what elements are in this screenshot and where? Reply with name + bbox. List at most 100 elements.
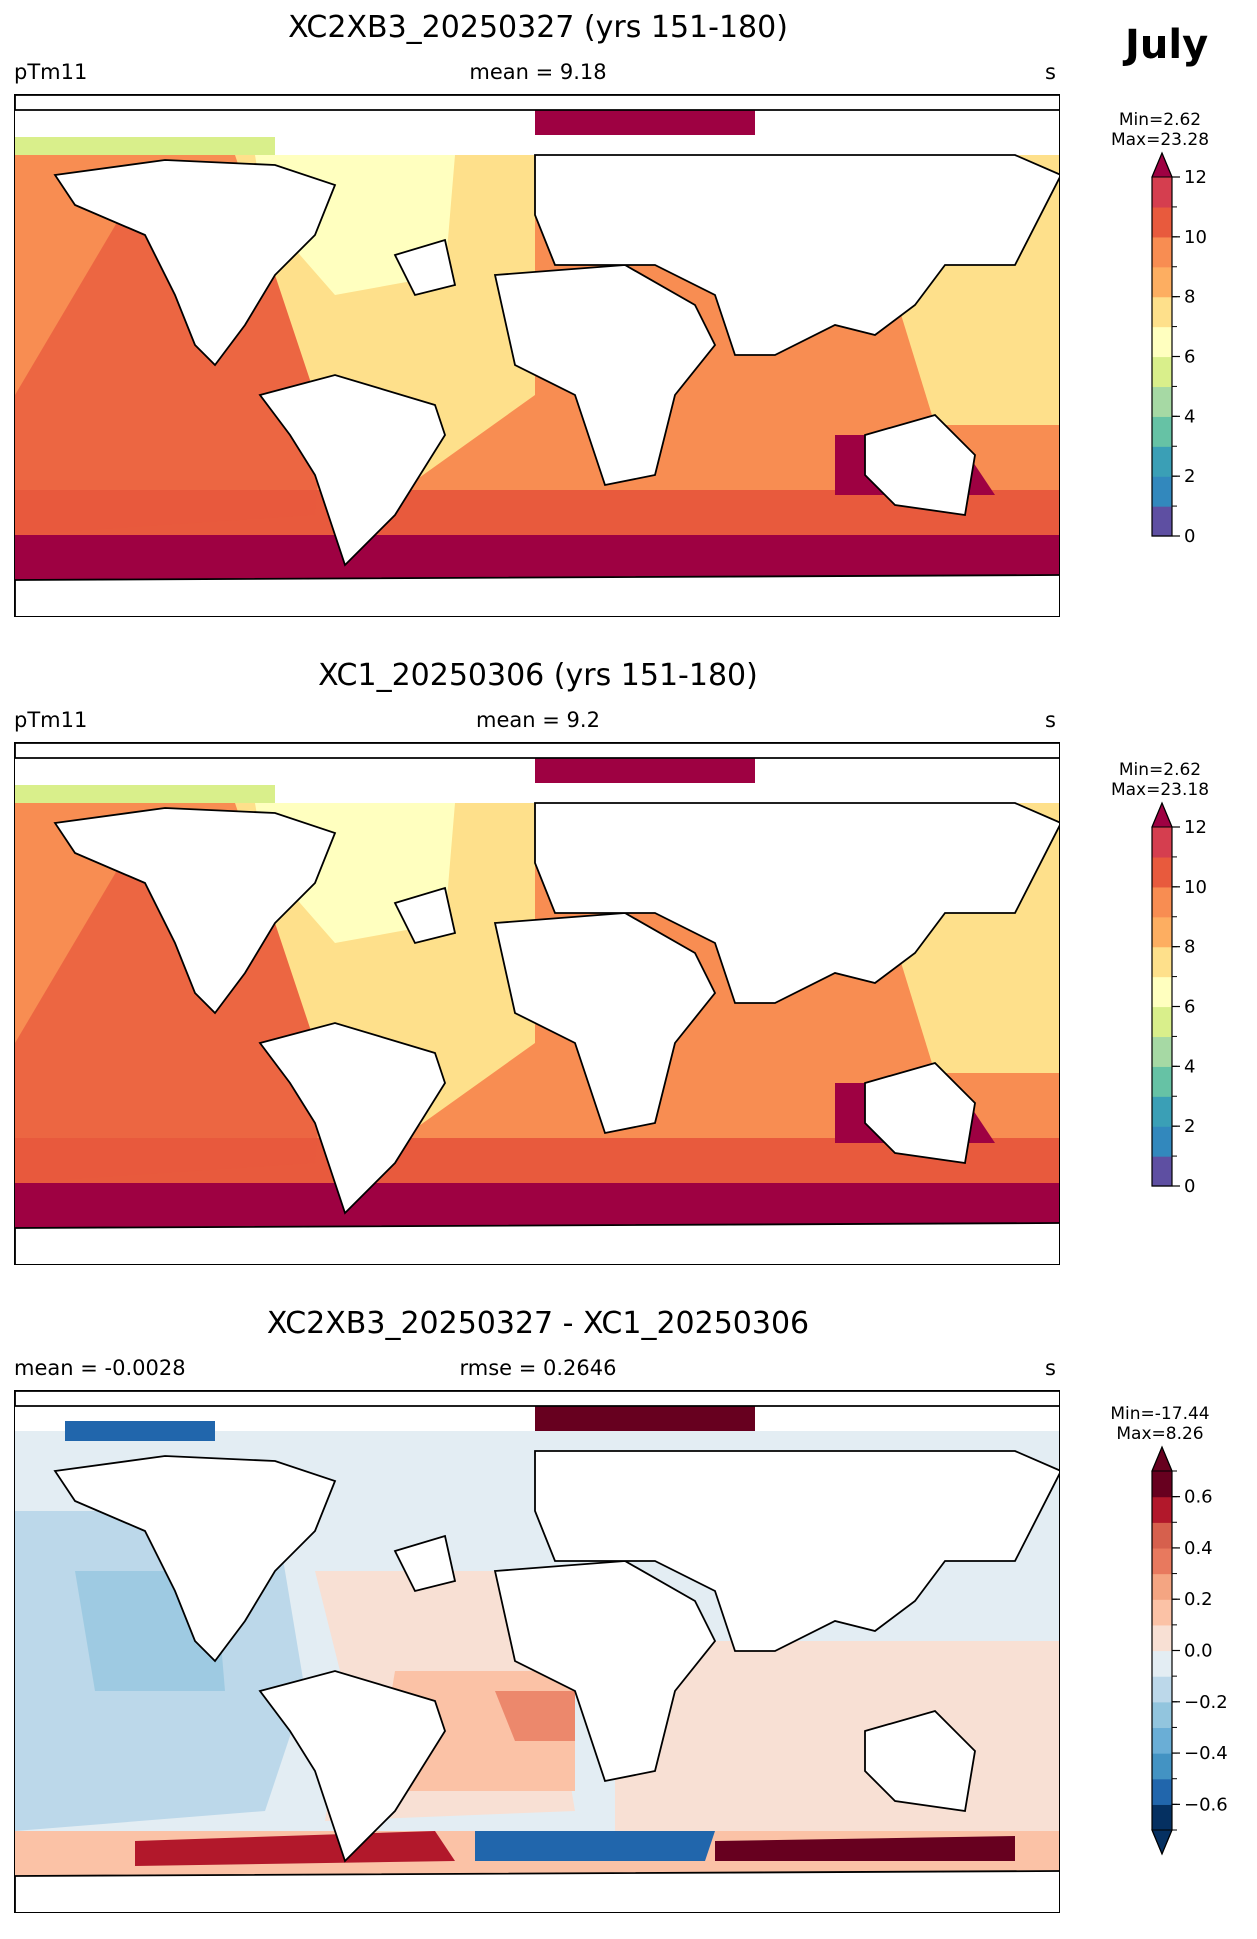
colorbar-segment — [1152, 1036, 1172, 1067]
north-america-land — [53, 159, 337, 367]
colorbar-tick-label: −0.6 — [1184, 1794, 1228, 1815]
colorbar-segment — [1152, 1096, 1172, 1127]
north-america-land — [53, 807, 337, 1015]
colorbar-tick-label: 4 — [1184, 1056, 1195, 1077]
panel-3-rmse-label: rmse = 0.2646 — [459, 1356, 617, 1380]
arctic-land — [15, 1391, 1059, 1407]
colorbar-tick-label: 8 — [1184, 937, 1195, 958]
colorbar-tick-label: 10 — [1184, 227, 1207, 248]
colorbar-segment — [1152, 1778, 1172, 1805]
colorbar-segment — [1152, 1650, 1172, 1677]
colorbar-segment — [1152, 1599, 1172, 1626]
colorbar-tick-label: 6 — [1184, 347, 1195, 368]
colorbar-segment — [1152, 946, 1172, 978]
colorbar-segment — [1152, 476, 1172, 507]
panel-1-map — [14, 94, 1060, 617]
colorbar-tick-label: 12 — [1184, 167, 1207, 188]
colorbar-tick-label: 4 — [1184, 406, 1195, 427]
southern-strong-negative — [475, 1831, 715, 1861]
angola-basin-positive — [495, 1691, 575, 1741]
barents-high — [535, 110, 755, 135]
south-america-land — [258, 374, 446, 567]
southern-ocean-band — [15, 535, 1059, 580]
colorbar-segment — [1152, 976, 1172, 1008]
greenland-land — [393, 886, 457, 945]
colorbar-segment — [1152, 356, 1172, 388]
colorbar-segment — [1152, 1573, 1172, 1600]
panel-3-title: XC2XB3_20250327 - XC1_20250306 — [266, 1306, 810, 1341]
colorbar-segment — [1152, 1804, 1172, 1831]
australia-land — [864, 1709, 976, 1813]
colorbar-segment — [1152, 1727, 1172, 1754]
colorbar-extend-min — [1151, 1829, 1173, 1856]
panel-1-title: XC2XB3_20250327 (yrs 151-180) — [288, 10, 788, 45]
colorbar-segment — [1152, 206, 1172, 238]
colorbar-segment — [1152, 177, 1172, 208]
colorbar-segment — [1152, 856, 1172, 888]
arctic-strong-negative — [65, 1421, 215, 1441]
colorbar-extend-max — [1151, 151, 1173, 178]
colorbar-tick-label: 0.2 — [1184, 1589, 1213, 1610]
colorbar-tick-label: −0.2 — [1184, 1692, 1228, 1713]
antarctica-land — [15, 1222, 1059, 1264]
eurasia-land — [534, 154, 1059, 356]
arctic-low-band — [15, 785, 275, 803]
colorbar-tick-label: 12 — [1184, 817, 1207, 838]
colorbar-segment — [1152, 266, 1172, 298]
land-masses — [15, 743, 1059, 1264]
colorbar-tick-label: 0 — [1184, 1176, 1195, 1197]
australia-land — [864, 1061, 976, 1165]
panel-1-colorbar-max: Max=23.28 — [1110, 130, 1210, 150]
colorbar-tick-label: −0.4 — [1184, 1743, 1228, 1764]
panel-1-units-label: s — [1045, 60, 1056, 84]
colorbar-segment — [1152, 326, 1172, 358]
colorbar-segment — [1152, 386, 1172, 417]
south-america-land — [258, 1022, 446, 1215]
colorbar-segment — [1152, 1522, 1172, 1549]
africa-land — [493, 1560, 717, 1783]
antarctica-land — [15, 1870, 1059, 1912]
panel-2-mean-label: mean = 9.2 — [476, 708, 600, 732]
colorbar-tick-label: 0 — [1184, 526, 1195, 547]
colorbar-segment — [1152, 1676, 1172, 1703]
colorbar-segment — [1152, 1066, 1172, 1097]
barents-extreme-positive — [535, 1401, 755, 1431]
colorbar-segment — [1152, 1471, 1172, 1498]
colorbar-tick-label: 6 — [1184, 997, 1195, 1018]
panel-1-colorbar: 0 2 4 6 8 10 12 — [1151, 151, 1207, 547]
colorbar-tick-label: 10 — [1184, 877, 1207, 898]
panel-2-colorbar-min: Min=2.62 — [1118, 760, 1202, 780]
panel-3-colorbar: 0.6 0.4 0.2 0.0 −0.2 −0.4 −0.6 — [1151, 1445, 1228, 1856]
north-america-land — [53, 1455, 337, 1663]
colorbar-segment — [1152, 1624, 1172, 1652]
colorbar-segment — [1152, 416, 1172, 447]
land-masses — [15, 95, 1059, 616]
colorbar-segment — [1152, 1006, 1172, 1038]
panel-2-colorbar-max: Max=23.18 — [1110, 780, 1210, 800]
panel-1-colorbar-min: Min=2.62 — [1118, 110, 1202, 130]
colorbar-tick-label: 0.6 — [1184, 1487, 1213, 1508]
africa-land — [493, 912, 717, 1135]
panel-3-mean-label: mean = -0.0028 — [14, 1356, 186, 1380]
land-masses — [15, 1391, 1059, 1912]
australia-land — [864, 413, 976, 517]
eurasia-land — [534, 802, 1059, 1004]
panel-3-colorbar-min: Min=-17.44 — [1110, 1404, 1210, 1424]
colorbar-segment — [1152, 506, 1172, 537]
colorbar-segment — [1152, 1547, 1172, 1575]
colorbar-segment — [1152, 1156, 1172, 1187]
panel-2-units-label: s — [1045, 708, 1056, 732]
panel-1-mean-label: mean = 9.18 — [469, 60, 607, 84]
month-label: July — [1125, 22, 1209, 68]
panel-2-variable-label: pTm11 — [14, 708, 88, 732]
panel-3-units-label: s — [1045, 1356, 1056, 1380]
panel-2-map — [14, 742, 1060, 1265]
colorbar-segment — [1152, 296, 1172, 328]
colorbar-segment — [1152, 1126, 1172, 1157]
arctic-land — [15, 743, 1059, 759]
colorbar-tick-label: 8 — [1184, 287, 1195, 308]
panel-1-variable-label: pTm11 — [14, 60, 88, 84]
southern-strong-positive — [135, 1831, 455, 1866]
colorbar-tick-label: 0.0 — [1184, 1641, 1213, 1662]
eurasia-land — [534, 1450, 1059, 1652]
